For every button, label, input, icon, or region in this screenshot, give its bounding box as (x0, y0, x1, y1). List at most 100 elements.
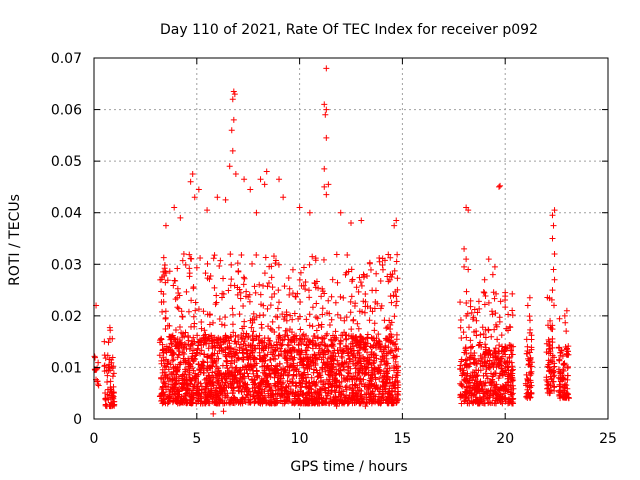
data-point (461, 263, 468, 270)
data-point (321, 101, 328, 108)
data-point (326, 366, 333, 373)
data-point (329, 355, 336, 362)
data-point (195, 339, 202, 346)
data-point (334, 357, 341, 364)
data-point (279, 386, 286, 393)
data-point (273, 395, 280, 402)
data-point (370, 360, 377, 367)
data-point (335, 361, 342, 368)
data-point (493, 323, 500, 330)
data-point (269, 318, 276, 325)
data-point (351, 303, 358, 310)
y-tick-label: 0.03 (51, 257, 82, 273)
data-point (376, 375, 383, 382)
data-point (319, 336, 326, 343)
data-point (216, 315, 223, 322)
data-point (208, 387, 215, 394)
data-point (358, 362, 365, 369)
data-point (274, 344, 281, 351)
data-point (211, 334, 218, 341)
data-point (239, 400, 246, 407)
data-point (305, 341, 312, 348)
data-point (372, 385, 379, 392)
data-point (252, 380, 259, 387)
data-point (473, 372, 480, 379)
data-point (191, 320, 198, 327)
data-point (110, 389, 117, 396)
data-point (356, 349, 363, 356)
data-point (281, 283, 288, 290)
data-point (168, 370, 175, 377)
data-point (293, 332, 300, 339)
data-point (246, 291, 253, 298)
data-point (220, 275, 227, 282)
data-point (193, 383, 200, 390)
data-point (172, 296, 179, 303)
data-point (348, 293, 355, 300)
data-point (246, 388, 253, 395)
data-point (162, 325, 169, 332)
data-point (178, 329, 185, 336)
data-point (107, 384, 114, 391)
data-point (296, 351, 303, 358)
data-point (180, 251, 187, 258)
data-point (335, 389, 342, 396)
data-point (492, 397, 499, 404)
data-point (162, 380, 169, 387)
data-point (259, 338, 266, 345)
data-point (341, 317, 348, 324)
data-point (230, 116, 237, 123)
data-point (212, 301, 219, 308)
data-point (479, 386, 486, 393)
data-point (193, 389, 200, 396)
data-point (561, 312, 568, 319)
data-point (257, 176, 264, 183)
data-point (367, 266, 374, 273)
data-point (250, 363, 257, 370)
data-point (528, 368, 535, 375)
data-point (385, 278, 392, 285)
data-point (296, 397, 303, 404)
data-point (324, 330, 331, 337)
data-point (206, 373, 213, 380)
data-point (465, 266, 472, 273)
data-point (349, 276, 356, 283)
data-point (175, 305, 182, 312)
data-point (489, 361, 496, 368)
data-point (549, 339, 556, 346)
data-point (237, 295, 244, 302)
data-point (223, 399, 230, 406)
data-point (509, 312, 516, 319)
data-point (264, 363, 271, 370)
data-point (349, 392, 356, 399)
data-point (228, 370, 235, 377)
data-point (195, 371, 202, 378)
data-point (104, 379, 111, 386)
data-point (250, 328, 257, 335)
data-point (193, 264, 200, 271)
data-point (557, 352, 564, 359)
axis-ticks (93, 57, 609, 420)
data-point (551, 250, 558, 257)
data-point (385, 389, 392, 396)
data-point (202, 270, 209, 277)
data-point (92, 354, 99, 361)
data-point (215, 367, 222, 374)
data-point (350, 360, 357, 367)
data-point (242, 342, 249, 349)
data-point (359, 396, 366, 403)
data-point (281, 366, 288, 373)
data-point (499, 371, 506, 378)
data-point (484, 375, 491, 382)
data-point (491, 295, 498, 302)
data-point (208, 332, 215, 339)
data-point (102, 396, 109, 403)
data-point (387, 334, 394, 341)
data-point (461, 245, 468, 252)
data-point (340, 388, 347, 395)
data-point (526, 383, 533, 390)
data-point (293, 372, 300, 379)
data-point (284, 332, 291, 339)
data-point (348, 220, 354, 227)
data-point (323, 400, 330, 407)
